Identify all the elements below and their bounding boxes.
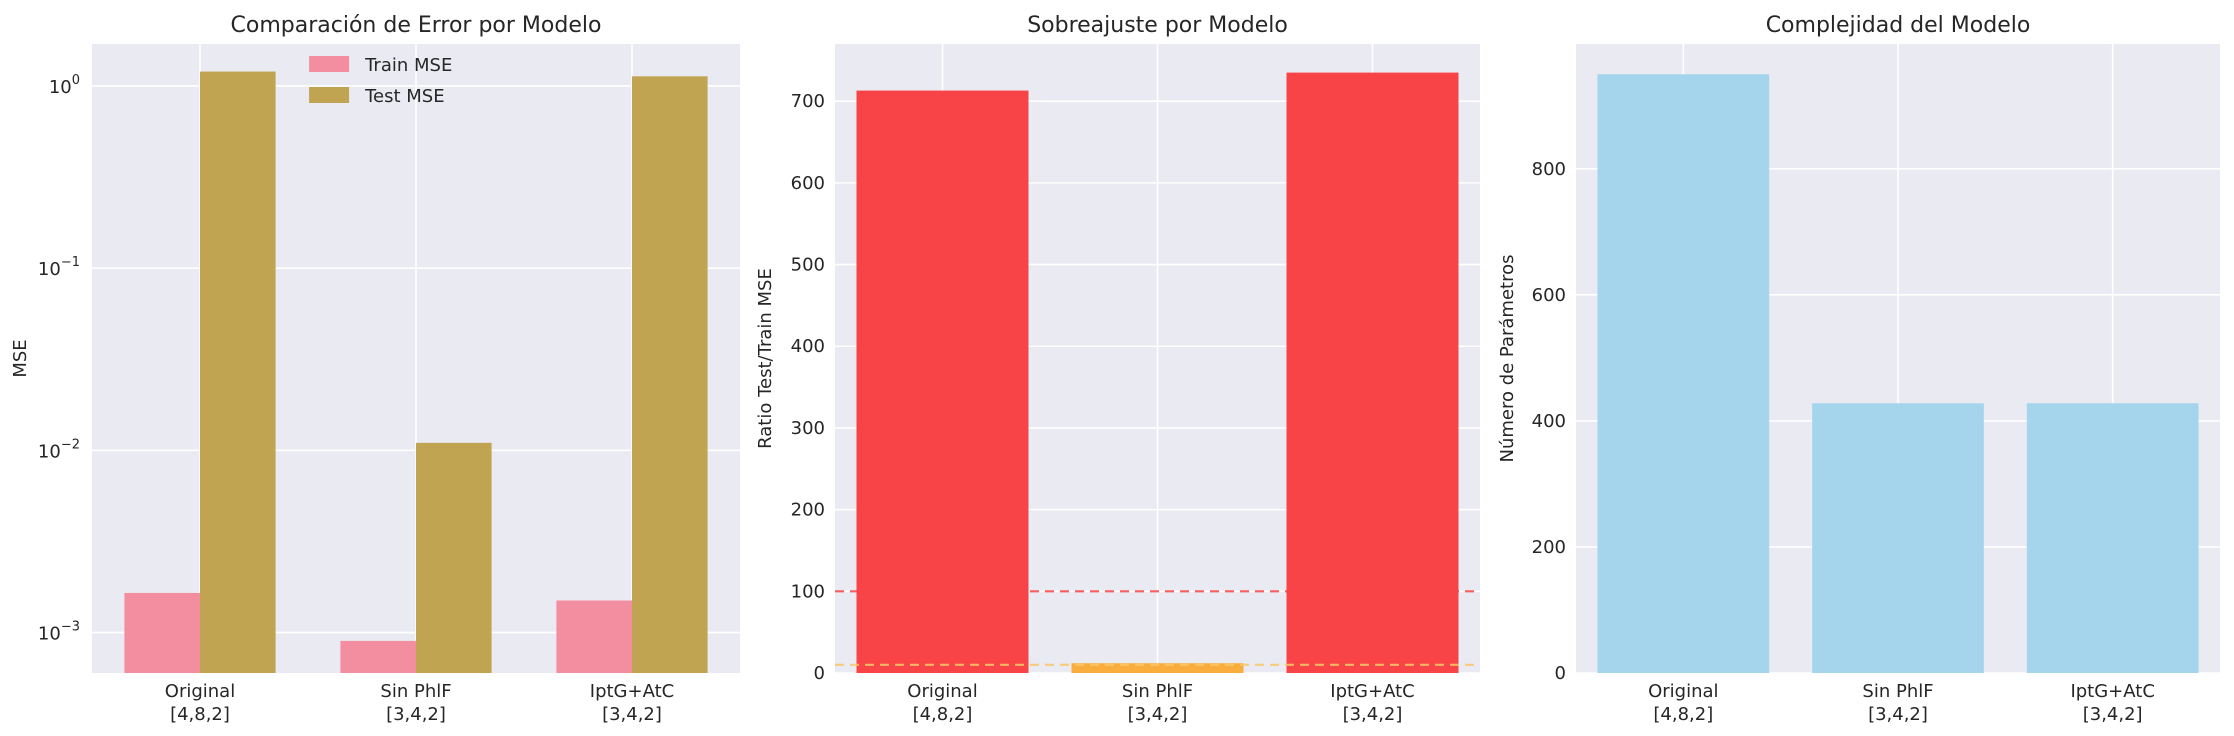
chart-title: Comparación de Error por Modelo xyxy=(231,13,602,38)
y-tick-label: 600 xyxy=(791,173,825,194)
y-tick-label: 0 xyxy=(814,663,825,684)
y-tick-label: 10−2 xyxy=(38,437,80,462)
x-tick-label: Original xyxy=(165,681,235,702)
x-tick-label: [3,4,2] xyxy=(2083,704,2143,725)
x-tick-label: IptG+AtC xyxy=(1330,681,1414,702)
y-tick-label: 800 xyxy=(1532,159,1566,180)
bar xyxy=(1812,403,1984,673)
x-tick-label: Sin PhlF xyxy=(1122,681,1193,702)
x-tick-label: [3,4,2] xyxy=(1128,704,1188,725)
bar-test-mse xyxy=(632,76,708,673)
y-axis-label: Ratio Test/Train MSE xyxy=(755,268,776,449)
y-tick-label: 500 xyxy=(791,255,825,276)
bar xyxy=(1071,663,1244,673)
bar xyxy=(856,90,1029,674)
chart-title: Complejidad del Modelo xyxy=(1766,13,2031,38)
x-tick-label: [4,8,2] xyxy=(1653,704,1713,725)
y-tick-label: 100 xyxy=(49,73,80,98)
overfitting-chart: 0 100 200 300 400 500 600 700 Original[4,8,2] Sin… xyxy=(755,13,1480,725)
legend-swatch xyxy=(309,56,350,72)
y-tick-label: 400 xyxy=(1532,411,1566,432)
bar xyxy=(2026,403,2199,673)
bar xyxy=(1286,72,1459,673)
x-tick-label: [3,4,2] xyxy=(1343,704,1403,725)
legend-label: Train MSE xyxy=(364,55,452,76)
x-tick-label: [3,4,2] xyxy=(386,704,446,725)
bar-train-mse xyxy=(340,640,416,673)
legend-label: Test MSE xyxy=(364,86,445,107)
x-tick-label: [3,4,2] xyxy=(1868,704,1928,725)
y-tick-label: 300 xyxy=(791,418,825,439)
x-tick-label: IptG+AtC xyxy=(2070,681,2154,702)
x-tick-label: Sin PhlF xyxy=(1862,681,1933,702)
y-tick-label: 200 xyxy=(1532,537,1566,558)
y-tick-label: 200 xyxy=(791,500,825,521)
y-tick-label: 10−1 xyxy=(38,255,80,280)
x-tick-label: [4,8,2] xyxy=(913,704,973,725)
x-tick-label: Original xyxy=(907,681,977,702)
legend-swatch xyxy=(309,87,350,103)
x-tick-label: [3,4,2] xyxy=(602,704,662,725)
bar-test-mse xyxy=(416,442,492,673)
y-tick-label: 400 xyxy=(791,336,825,357)
y-axis-label: MSE xyxy=(10,339,31,377)
bar-train-mse xyxy=(124,592,200,673)
error-comparison-chart: 10−3 10−2 10−1 100 Train MSE Test MSE Original… xyxy=(10,13,740,725)
x-tick-label: IptG+AtC xyxy=(590,681,674,702)
x-tick-label: Sin PhlF xyxy=(380,681,451,702)
y-tick-label: 600 xyxy=(1532,285,1566,306)
bar xyxy=(1597,74,1770,673)
y-axis-label: Número de Parámetros xyxy=(1497,254,1518,462)
x-tick-label: [4,8,2] xyxy=(170,704,230,725)
y-tick-label: 0 xyxy=(1555,663,1566,684)
y-tick-label: 100 xyxy=(791,581,825,602)
bar-test-mse xyxy=(200,71,276,673)
bar-train-mse xyxy=(556,600,632,673)
x-tick-label: Original xyxy=(1648,681,1718,702)
chart-title: Sobreajuste por Modelo xyxy=(1027,13,1288,38)
y-tick-label: 700 xyxy=(791,91,825,112)
y-tick-label: 10−3 xyxy=(38,620,80,645)
